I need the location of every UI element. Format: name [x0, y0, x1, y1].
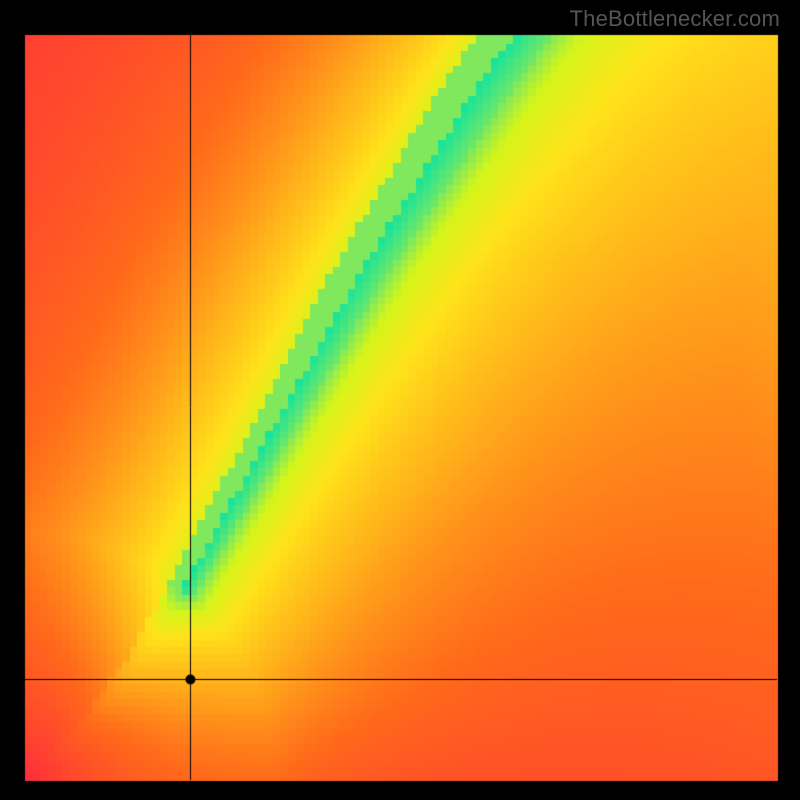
watermark-text: TheBottlenecker.com	[570, 6, 780, 32]
heatmap-canvas	[0, 0, 800, 800]
